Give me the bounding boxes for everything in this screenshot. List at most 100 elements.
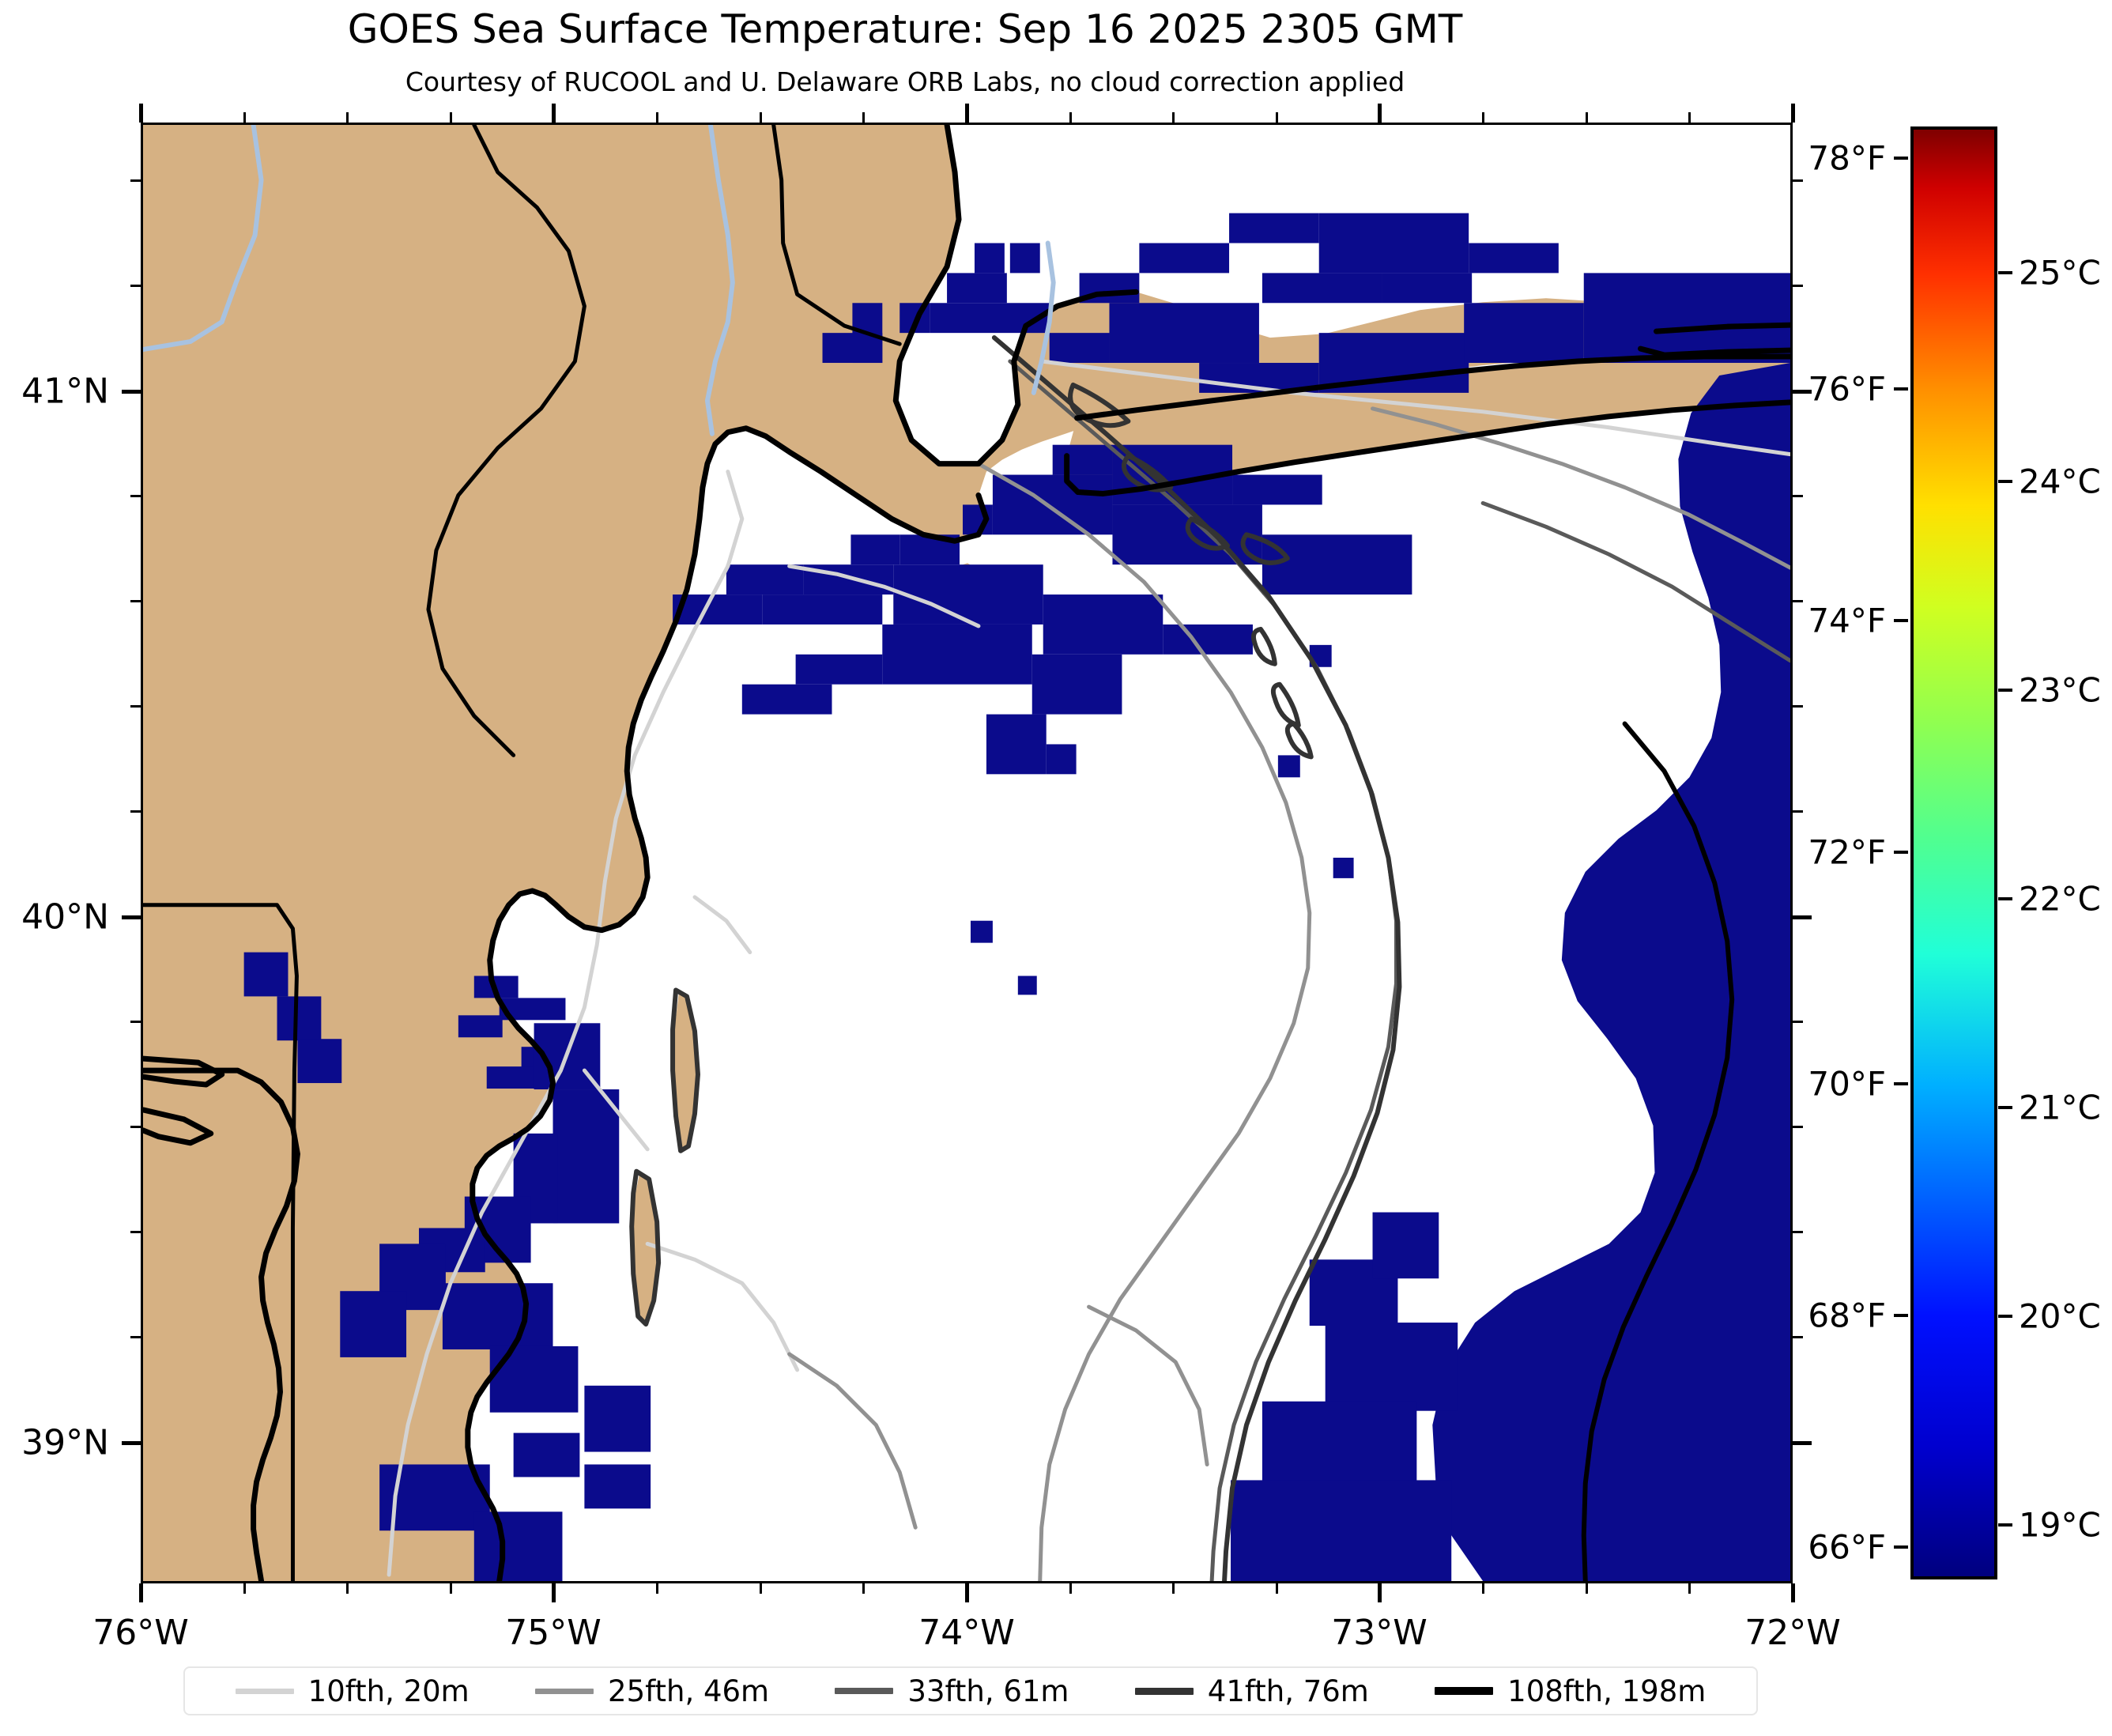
x-tick-minor [450,1583,452,1594]
legend-item-41fth[interactable]: 41fth, 76m [1134,1674,1369,1708]
bathy-41fth [629,335,1402,1581]
y-axis-label-39n: 39°N [21,1422,109,1463]
y-tick-minor-right [1793,1126,1803,1128]
x-tick-minor-top [1688,112,1691,123]
colorbar-tick-f [1894,387,1908,391]
colorbar-tick-f [1894,1082,1908,1085]
x-tick-minor-top [1586,112,1588,123]
colorbar-tick-c [1998,689,2012,692]
sst-colorbar[interactable] [1910,126,1997,1579]
x-tick-minor-top [1482,112,1484,123]
y-tick-minor-right [1793,179,1803,182]
x-tick-minor [1482,1583,1484,1594]
colorbar-tick-f [1894,851,1908,854]
land-long-island [1066,357,1790,494]
colorbar-label-74f: 74°F [1808,601,1886,640]
y-tick-minor [130,705,141,708]
x-tick-minor-top [862,112,865,123]
y-tick-major-right [1793,915,1812,919]
colorbar-tick-c [1998,480,2012,483]
x-axis-label-72w: 72°W [1744,1613,1841,1653]
rivers [143,125,1056,436]
colorbar-label-24c: 24°C [2019,462,2101,501]
y-tick-minor-right [1793,495,1803,497]
x-tick-minor [656,1583,658,1594]
legend-line-icon [235,1688,294,1694]
x-tick-major-top [1791,104,1795,123]
land-delmarva [143,1070,298,1581]
x-tick-major-top [1378,104,1382,123]
colorbar-label-78f: 78°F [1808,138,1886,178]
x-axis-label-73w: 73°W [1331,1613,1427,1653]
x-axis-label-75w: 75°W [505,1613,602,1653]
legend-item-25fth[interactable]: 25fth, 46m [535,1674,769,1708]
x-tick-minor [1688,1583,1691,1594]
y-tick-minor [130,1021,141,1023]
colorbar-tick-c [1998,1523,2012,1527]
x-tick-major [552,1583,556,1602]
x-tick-minor [1069,1583,1072,1594]
x-axis-label-76w: 76°W [92,1613,189,1653]
land-barrier-island-south [633,1172,659,1323]
x-tick-minor-top [656,112,658,123]
land-barrier-island-north [674,991,698,1149]
y-tick-minor [130,495,141,497]
y-tick-minor [130,1336,141,1338]
sst-map-plot[interactable] [141,123,1793,1583]
legend-label: 41fth, 76m [1207,1674,1369,1708]
coastline [143,125,1790,1581]
legend-item-10fth[interactable]: 10fth, 20m [235,1674,470,1708]
colorbar-tick-c [1998,271,2012,274]
colorbar-label-70f: 70°F [1808,1064,1886,1104]
y-tick-major [122,390,141,394]
colorbar-label-72f: 72°F [1808,832,1886,872]
y-tick-minor [130,810,141,813]
x-tick-minor [760,1583,762,1594]
legend-line-icon [535,1688,594,1694]
colorbar-label-20c: 20°C [2019,1296,2101,1336]
bathymetry-legend: 10fth, 20m 25fth, 46m 33fth, 61m 41fth, … [183,1666,1758,1715]
colorbar-tick-c [1998,1315,2012,1318]
y-tick-major [122,1441,141,1445]
x-tick-minor-top [243,112,246,123]
page-title: GOES Sea Surface Temperature: Sep 16 202… [347,6,1463,52]
y-tick-minor-right [1793,1021,1803,1023]
sst-map-canvas [143,125,1790,1581]
colorbar-tick-f [1894,619,1908,622]
x-tick-minor-top [1276,112,1278,123]
legend-line-icon [835,1688,894,1694]
colorbar-label-68f: 68°F [1808,1296,1886,1335]
x-tick-minor [243,1583,246,1594]
colorbar-label-25c: 25°C [2019,253,2101,292]
x-tick-minor-top [450,112,452,123]
y-tick-major [122,915,141,919]
x-tick-minor-top [1172,112,1175,123]
legend-label: 25fth, 46m [608,1674,770,1708]
x-tick-minor-top [1069,112,1072,123]
land-mainland [143,125,1790,1581]
x-tick-major-top [965,104,969,123]
x-tick-minor [1586,1583,1588,1594]
colorbar-tick-c [1998,897,2012,900]
legend-item-108fth[interactable]: 108fth, 198m [1435,1674,1706,1708]
y-axis-label-40n: 40°N [21,896,109,938]
y-tick-major-right [1793,1441,1812,1445]
sst-pixels [243,213,1790,1581]
state-borders [143,125,902,1581]
legend-item-33fth[interactable]: 33fth, 61m [835,1674,1069,1708]
legend-label: 33fth, 61m [907,1674,1069,1708]
x-tick-major-top [552,104,556,123]
y-tick-minor-right [1793,1336,1803,1338]
colorbar-label-22c: 22°C [2019,879,2101,919]
colorbar-label-19c: 19°C [2019,1505,2101,1545]
colorbar-label-66f: 66°F [1808,1527,1886,1567]
y-axis-label-41n: 41°N [21,371,109,412]
x-tick-minor [862,1583,865,1594]
bathy-108fth [1581,721,1735,1581]
legend-line-icon [1134,1687,1194,1695]
colorbar-tick-f [1894,157,1908,160]
x-axis-label-74w: 74°W [918,1613,1015,1653]
y-tick-major-right [1793,390,1812,394]
x-tick-minor [346,1583,349,1594]
y-tick-minor [130,600,141,602]
